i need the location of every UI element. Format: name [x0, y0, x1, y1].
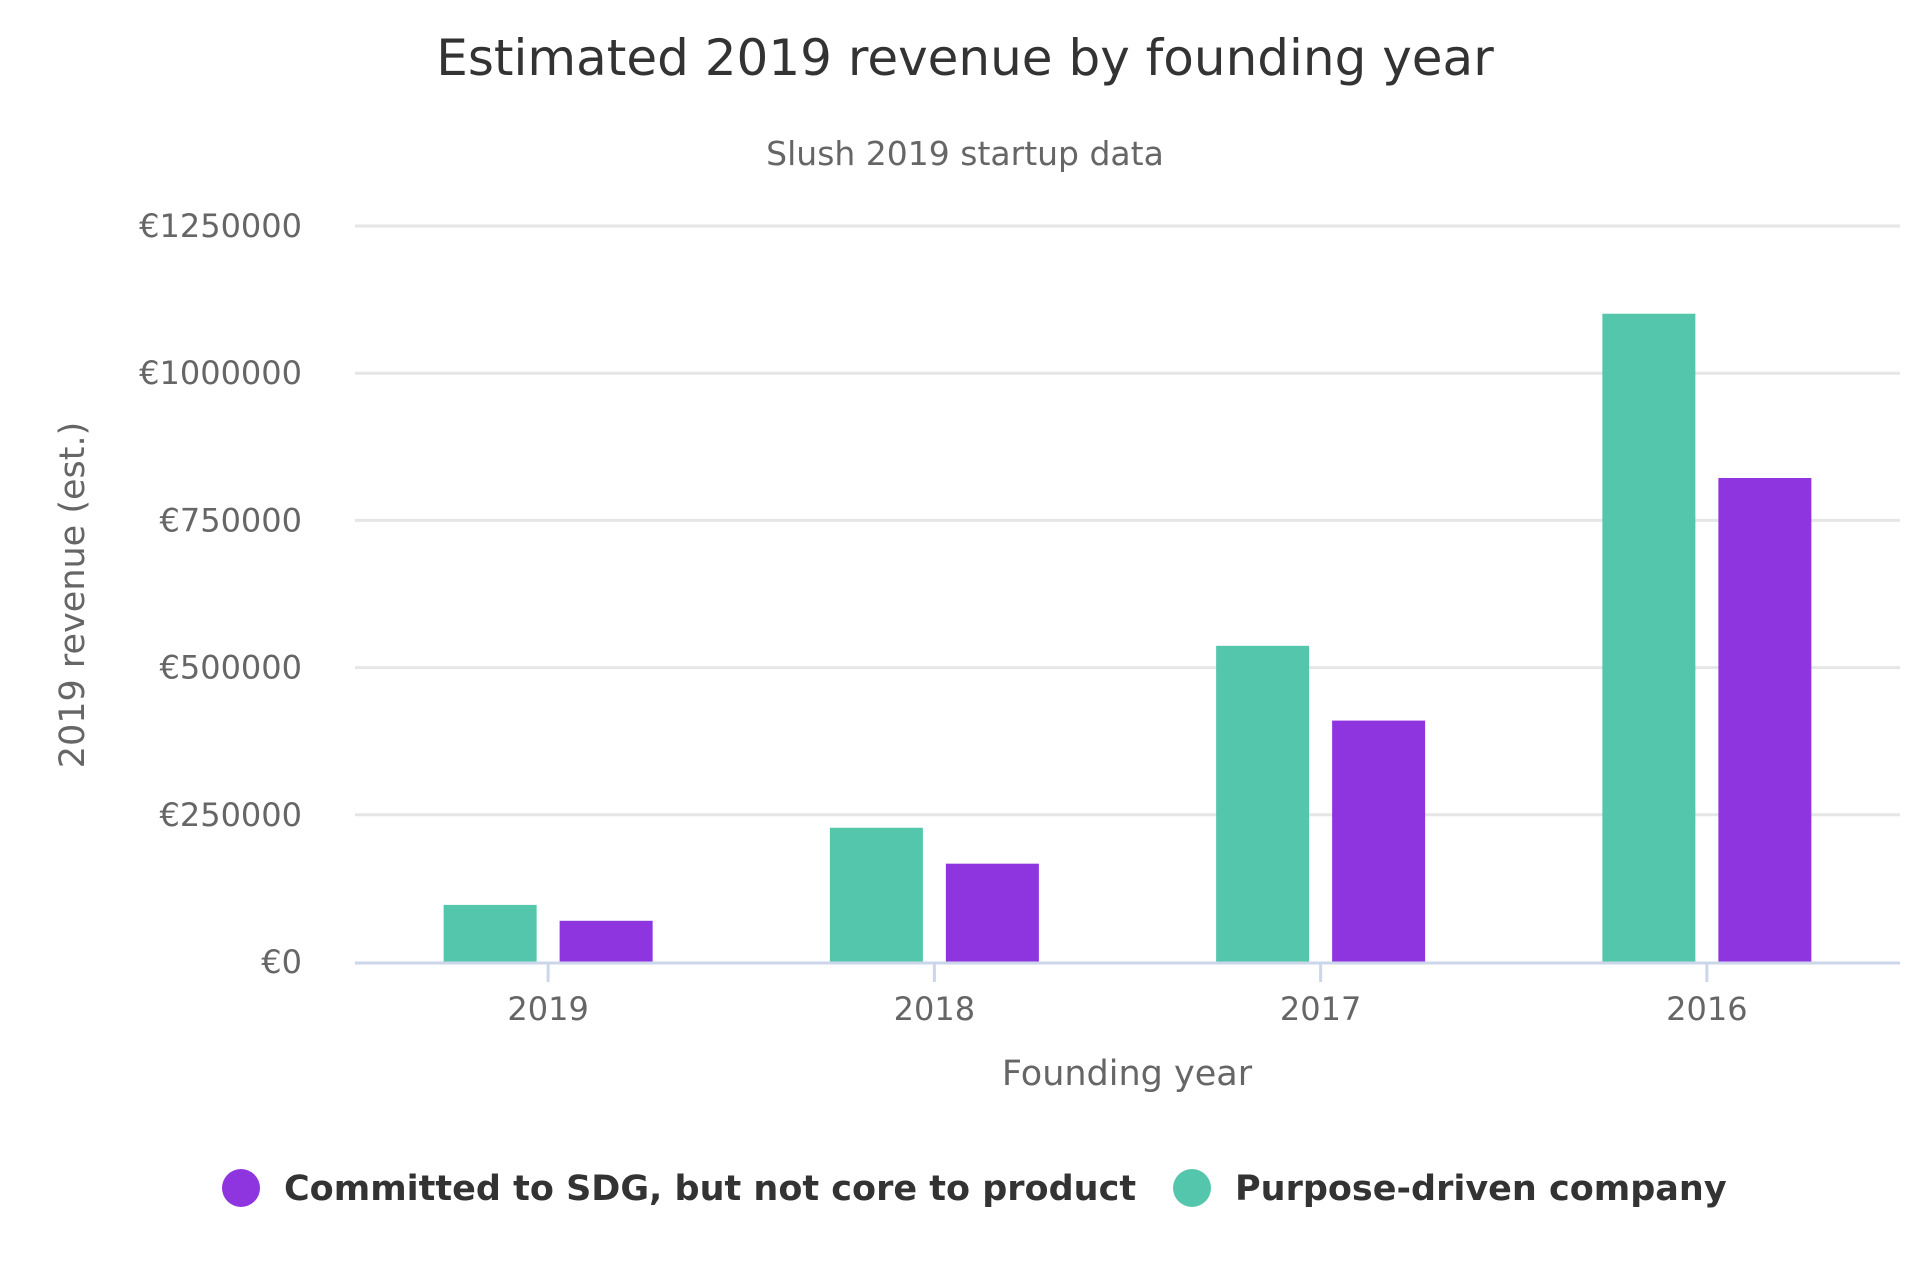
y-tick-label: €1000000	[139, 354, 302, 392]
bar-committed-to-sdg-but-not-core-to-product-2017[interactable]	[1332, 720, 1426, 962]
x-tick-label: 2018	[894, 990, 975, 1028]
x-axis-title: Founding year	[1002, 1054, 1253, 1094]
legend-item-committed-to-sdg-but-not-core-to-product[interactable]: Committed to SDG, but not core to produc…	[222, 1169, 1136, 1209]
chart-subtitle: Slush 2019 startup data	[766, 134, 1164, 173]
bar-committed-to-sdg-but-not-core-to-product-2019[interactable]	[559, 920, 653, 962]
bar-committed-to-sdg-but-not-core-to-product-2018[interactable]	[945, 863, 1039, 962]
y-tick-label: €0	[261, 943, 302, 981]
bar-committed-to-sdg-but-not-core-to-product-2016[interactable]	[1718, 478, 1812, 962]
legend: Committed to SDG, but not core to produc…	[222, 1169, 1727, 1209]
x-tick-label: 2017	[1280, 990, 1361, 1028]
legend-label: Committed to SDG, but not core to produc…	[284, 1169, 1136, 1209]
legend-label: Purpose-driven company	[1235, 1169, 1727, 1209]
y-tick-label: €750000	[159, 501, 302, 539]
bar-purpose-driven-company-2017[interactable]	[1216, 645, 1310, 962]
y-axis-ticks: €0 €250000 €500000 €750000 €1000000 €1250000	[139, 207, 302, 981]
bar-purpose-driven-company-2019[interactable]	[443, 904, 537, 962]
legend-item-purpose-driven-company[interactable]: Purpose-driven company	[1173, 1169, 1727, 1209]
bar-purpose-driven-company-2018[interactable]	[829, 827, 923, 962]
legend-marker	[1173, 1169, 1211, 1207]
legend-marker	[222, 1169, 260, 1207]
x-tick-label: 2019	[507, 990, 588, 1028]
chart-title: Estimated 2019 revenue by founding year	[436, 29, 1494, 87]
bar-purpose-driven-company-2016[interactable]	[1602, 313, 1696, 962]
y-tick-label: €500000	[159, 649, 302, 687]
bars	[443, 313, 1812, 962]
y-tick-label: €1250000	[139, 207, 302, 245]
x-tick-label: 2016	[1666, 990, 1747, 1028]
y-tick-label: €250000	[159, 796, 302, 834]
y-axis-title: 2019 revenue (est.)	[53, 422, 93, 769]
x-axis-ticks: 2019 2018 2017 2016	[507, 963, 1748, 1028]
